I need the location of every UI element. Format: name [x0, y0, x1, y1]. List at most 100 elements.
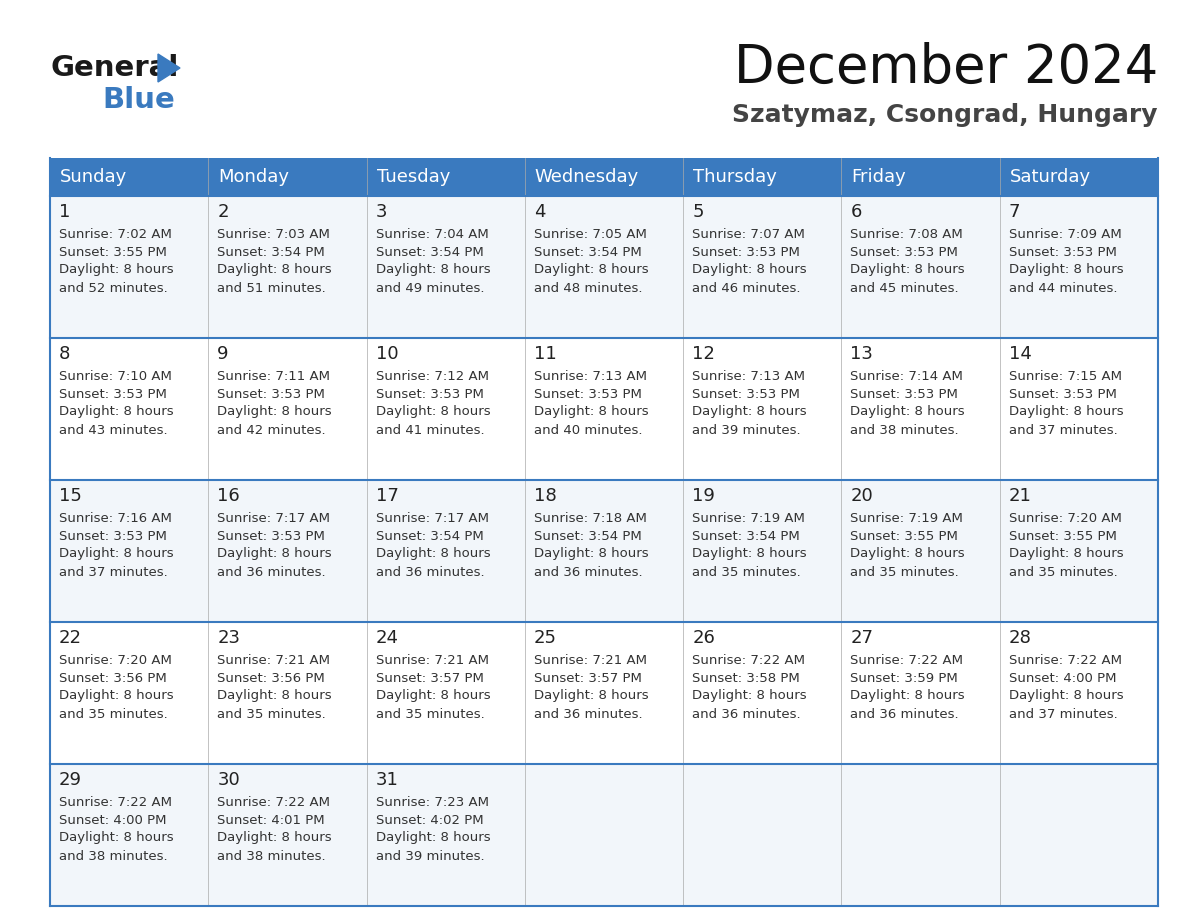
Bar	[1000, 338, 1158, 480]
Text: Sunrise: 7:22 AM: Sunrise: 7:22 AM	[59, 796, 172, 809]
Text: Daylight: 8 hours: Daylight: 8 hours	[217, 547, 331, 561]
Text: Sunrise: 7:23 AM: Sunrise: 7:23 AM	[375, 796, 488, 809]
Text: and 36 minutes.: and 36 minutes.	[533, 565, 643, 578]
Text: Daylight: 8 hours: Daylight: 8 hours	[693, 406, 807, 419]
Text: Sunset: 4:01 PM: Sunset: 4:01 PM	[217, 813, 324, 826]
Text: Sunrise: 7:22 AM: Sunrise: 7:22 AM	[217, 796, 330, 809]
Text: 26: 26	[693, 629, 715, 647]
Text: Sunrise: 7:16 AM: Sunrise: 7:16 AM	[59, 511, 172, 524]
Bar	[841, 196, 1000, 338]
Text: and 35 minutes.: and 35 minutes.	[217, 708, 326, 721]
Text: Daylight: 8 hours: Daylight: 8 hours	[693, 263, 807, 276]
Text: Daylight: 8 hours: Daylight: 8 hours	[375, 689, 491, 702]
Text: Sunrise: 7:14 AM: Sunrise: 7:14 AM	[851, 370, 963, 383]
Text: Daylight: 8 hours: Daylight: 8 hours	[693, 547, 807, 561]
Text: Sunset: 3:53 PM: Sunset: 3:53 PM	[59, 387, 166, 400]
Bar	[841, 338, 1000, 480]
Bar	[1000, 622, 1158, 764]
Text: 14: 14	[1009, 345, 1031, 363]
Text: Sunset: 3:59 PM: Sunset: 3:59 PM	[851, 671, 959, 685]
Text: 30: 30	[217, 771, 240, 789]
Text: Daylight: 8 hours: Daylight: 8 hours	[1009, 263, 1124, 276]
Text: 5: 5	[693, 203, 703, 221]
Bar	[1000, 480, 1158, 622]
Text: Sunrise: 7:21 AM: Sunrise: 7:21 AM	[533, 654, 646, 666]
Text: Sunrise: 7:05 AM: Sunrise: 7:05 AM	[533, 228, 646, 241]
Text: Sunrise: 7:09 AM: Sunrise: 7:09 AM	[1009, 228, 1121, 241]
Bar	[1000, 196, 1158, 338]
Text: Sunset: 3:53 PM: Sunset: 3:53 PM	[693, 245, 800, 259]
Text: Sunset: 3:53 PM: Sunset: 3:53 PM	[1009, 245, 1117, 259]
Bar	[841, 480, 1000, 622]
Text: 29: 29	[59, 771, 82, 789]
Bar	[367, 338, 525, 480]
Text: Szatymaz, Csongrad, Hungary: Szatymaz, Csongrad, Hungary	[733, 103, 1158, 127]
Text: and 35 minutes.: and 35 minutes.	[59, 708, 168, 721]
Bar	[367, 764, 525, 906]
Text: Thursday: Thursday	[693, 168, 777, 186]
Text: 18: 18	[533, 487, 557, 505]
Text: 27: 27	[851, 629, 873, 647]
Text: Sunset: 3:53 PM: Sunset: 3:53 PM	[59, 530, 166, 543]
Text: and 37 minutes.: and 37 minutes.	[1009, 423, 1118, 436]
Text: and 36 minutes.: and 36 minutes.	[533, 708, 643, 721]
Text: 31: 31	[375, 771, 398, 789]
Text: and 35 minutes.: and 35 minutes.	[851, 565, 959, 578]
Bar	[208, 480, 367, 622]
Text: Sunrise: 7:19 AM: Sunrise: 7:19 AM	[851, 511, 963, 524]
Text: Sunset: 3:54 PM: Sunset: 3:54 PM	[533, 530, 642, 543]
Text: Sunrise: 7:20 AM: Sunrise: 7:20 AM	[1009, 511, 1121, 524]
Text: 8: 8	[59, 345, 70, 363]
Text: Sunset: 3:55 PM: Sunset: 3:55 PM	[59, 245, 166, 259]
Text: Daylight: 8 hours: Daylight: 8 hours	[693, 689, 807, 702]
Bar	[683, 764, 841, 906]
Text: Sunset: 3:54 PM: Sunset: 3:54 PM	[217, 245, 326, 259]
Text: and 36 minutes.: and 36 minutes.	[851, 708, 959, 721]
Text: Sunrise: 7:21 AM: Sunrise: 7:21 AM	[217, 654, 330, 666]
Bar	[50, 158, 1158, 196]
Text: Sunset: 3:57 PM: Sunset: 3:57 PM	[533, 671, 642, 685]
Text: Sunset: 3:53 PM: Sunset: 3:53 PM	[851, 387, 959, 400]
Bar	[50, 480, 208, 622]
Text: and 38 minutes.: and 38 minutes.	[851, 423, 959, 436]
Text: Sunrise: 7:15 AM: Sunrise: 7:15 AM	[1009, 370, 1121, 383]
Text: Friday: Friday	[852, 168, 906, 186]
Bar	[841, 622, 1000, 764]
Text: Sunrise: 7:18 AM: Sunrise: 7:18 AM	[533, 511, 646, 524]
Text: Daylight: 8 hours: Daylight: 8 hours	[851, 689, 965, 702]
Bar	[367, 196, 525, 338]
Text: 21: 21	[1009, 487, 1031, 505]
Text: and 48 minutes.: and 48 minutes.	[533, 282, 643, 295]
Text: Tuesday: Tuesday	[377, 168, 450, 186]
Text: Sunrise: 7:22 AM: Sunrise: 7:22 AM	[851, 654, 963, 666]
Text: Sunset: 3:55 PM: Sunset: 3:55 PM	[851, 530, 959, 543]
Text: and 35 minutes.: and 35 minutes.	[375, 708, 485, 721]
Text: Daylight: 8 hours: Daylight: 8 hours	[59, 689, 173, 702]
Text: 17: 17	[375, 487, 398, 505]
Text: Daylight: 8 hours: Daylight: 8 hours	[375, 406, 491, 419]
Text: 3: 3	[375, 203, 387, 221]
Text: 9: 9	[217, 345, 229, 363]
Bar	[841, 764, 1000, 906]
Text: Sunset: 3:53 PM: Sunset: 3:53 PM	[375, 387, 484, 400]
Text: Sunset: 3:53 PM: Sunset: 3:53 PM	[217, 387, 326, 400]
Text: Sunrise: 7:08 AM: Sunrise: 7:08 AM	[851, 228, 963, 241]
Text: Sunset: 3:54 PM: Sunset: 3:54 PM	[533, 245, 642, 259]
Bar	[525, 196, 683, 338]
Text: Sunset: 3:53 PM: Sunset: 3:53 PM	[693, 387, 800, 400]
Text: 6: 6	[851, 203, 861, 221]
Text: Daylight: 8 hours: Daylight: 8 hours	[375, 547, 491, 561]
Text: 24: 24	[375, 629, 398, 647]
Text: Sunset: 4:02 PM: Sunset: 4:02 PM	[375, 813, 484, 826]
Bar	[367, 622, 525, 764]
Text: Sunrise: 7:12 AM: Sunrise: 7:12 AM	[375, 370, 488, 383]
Text: Sunrise: 7:13 AM: Sunrise: 7:13 AM	[533, 370, 646, 383]
Text: Sunset: 4:00 PM: Sunset: 4:00 PM	[59, 813, 166, 826]
Text: Daylight: 8 hours: Daylight: 8 hours	[217, 832, 331, 845]
Text: 7: 7	[1009, 203, 1020, 221]
Bar	[208, 622, 367, 764]
Text: and 52 minutes.: and 52 minutes.	[59, 282, 168, 295]
Text: Sunrise: 7:21 AM: Sunrise: 7:21 AM	[375, 654, 488, 666]
Text: and 46 minutes.: and 46 minutes.	[693, 282, 801, 295]
Text: Sunrise: 7:20 AM: Sunrise: 7:20 AM	[59, 654, 172, 666]
